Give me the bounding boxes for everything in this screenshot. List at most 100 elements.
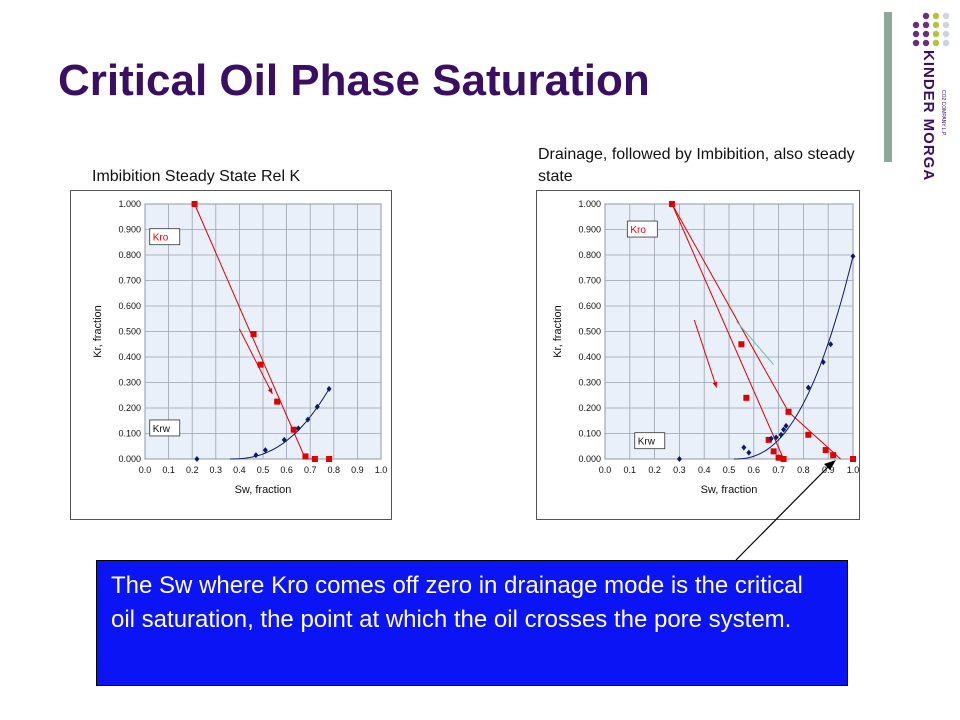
y-tick-label: 0.100 — [578, 429, 601, 439]
krw-point — [781, 426, 787, 433]
kinder-morgan-logo: KINDER MORGAN CO2 COMPANY L.P. — [912, 12, 950, 180]
krw-point — [676, 456, 682, 462]
y-tick-label: 0.600 — [578, 301, 601, 311]
slide-title: Critical Oil Phase Saturation — [58, 56, 650, 105]
annotation-arrowhead — [267, 387, 273, 394]
logo-dot — [922, 30, 930, 38]
x-tick-label: 0.9 — [822, 465, 835, 475]
annotation-arrow — [693, 319, 718, 388]
kro-point — [290, 426, 297, 433]
chart-imbibition: 0.0 0.1 0.2 0.3 0.4 0.5 0.6 0.7 0.8 0.9 1.0 0.000 0.… — [70, 190, 392, 520]
logo-dot — [942, 12, 950, 20]
y-tick-label: 0.800 — [118, 250, 141, 260]
y-tick-label: 0.800 — [578, 250, 601, 260]
logo-subtext: CO2 COMPANY L.P. — [940, 90, 946, 136]
krw-point — [778, 431, 784, 438]
legend-label: Kro — [630, 225, 646, 236]
logo-dot — [932, 21, 940, 29]
x-tick-label: 0.8 — [328, 465, 341, 475]
annotation-arrow — [238, 328, 273, 395]
logo-dot — [942, 39, 950, 47]
krw-point — [850, 253, 856, 260]
krw-point — [768, 435, 774, 442]
y-tick-label: 0.500 — [118, 327, 141, 337]
kro-point — [250, 331, 257, 338]
kro-point — [805, 431, 812, 438]
kro-point — [326, 456, 333, 462]
x-tick-label: 0.1 — [162, 465, 175, 475]
legend-box — [149, 419, 181, 437]
krw-point — [262, 447, 268, 454]
krw-point — [194, 456, 200, 462]
kro-point — [780, 456, 787, 462]
logo-dot — [922, 39, 930, 47]
krw-trend-curve — [734, 256, 854, 460]
kro-point — [765, 436, 772, 443]
y-tick-label: 0.900 — [578, 225, 601, 235]
annotation-line — [736, 320, 775, 365]
y-tick-label: 0.200 — [578, 403, 601, 413]
logo-dot — [922, 12, 930, 20]
y-tick-label: 0.000 — [578, 454, 601, 464]
y-tick-label: 0.100 — [118, 429, 141, 439]
krw-point — [305, 416, 311, 423]
legend-box — [149, 228, 181, 246]
x-tick-label: 0.4 — [698, 465, 711, 475]
kro-point — [738, 341, 745, 348]
kro-point — [257, 361, 264, 368]
legend-box — [626, 220, 658, 238]
y-tick-label: 0.000 — [118, 454, 141, 464]
y-tick-label: 0.700 — [118, 276, 141, 286]
kro-trend-line — [671, 203, 785, 460]
x-tick-label: 0.5 — [723, 465, 736, 475]
logo-dot — [932, 12, 940, 20]
x-tick-label: 0.0 — [139, 465, 152, 475]
y-tick-label: 1.000 — [118, 199, 141, 209]
kro-point — [668, 201, 675, 207]
kro-point — [822, 447, 829, 454]
krw-point — [741, 444, 747, 451]
x-tick-label: 0.7 — [772, 465, 785, 475]
x-tick-label: 0.3 — [673, 465, 686, 475]
kro-point — [311, 456, 318, 462]
x-tick-label: 0.8 — [797, 465, 810, 475]
y-tick-label: 0.400 — [118, 352, 141, 362]
chart-imbibition-svg: 0.0 0.1 0.2 0.3 0.4 0.5 0.6 0.7 0.8 0.9 1.0 0.000 0.… — [92, 199, 388, 496]
krw-point — [253, 452, 259, 459]
krw-point — [326, 385, 332, 392]
x-tick-label: 0.6 — [748, 465, 761, 475]
kro-point — [775, 454, 782, 461]
y-axis-label: Kr, fraction — [552, 305, 564, 358]
x-tick-label: 0.2 — [186, 465, 199, 475]
x-tick-label: 0.2 — [648, 465, 661, 475]
kro-point — [191, 201, 198, 207]
chart-1-caption: Imbibition Steady State Rel K — [92, 168, 301, 185]
y-tick-label: 0.300 — [118, 378, 141, 388]
y-tick-label: 0.700 — [578, 276, 601, 286]
x-tick-label: 0.3 — [210, 465, 223, 475]
legend-box — [634, 432, 666, 450]
y-tick-label: 0.300 — [578, 378, 601, 388]
x-tick-label: 0.7 — [304, 465, 317, 475]
krw-point — [828, 341, 834, 348]
x-tick-label: 0.9 — [351, 465, 364, 475]
kro-point — [770, 448, 777, 455]
krw-point — [281, 436, 287, 443]
kro-point — [743, 394, 750, 401]
logo-dot — [932, 39, 940, 47]
x-tick-label: 1.0 — [375, 465, 388, 475]
y-axis-label: Kr, fraction — [92, 305, 104, 358]
krw-point — [820, 359, 826, 366]
kro-point — [274, 398, 281, 405]
x-tick-label: 0.5 — [257, 465, 270, 475]
logo-text: KINDER MORGAN — [920, 50, 937, 180]
logo-divider — [884, 12, 892, 162]
y-tick-label: 0.900 — [118, 225, 141, 235]
x-tick-label: 0.6 — [280, 465, 293, 475]
logo-dot — [912, 21, 920, 29]
kro-trend-line — [788, 411, 841, 460]
krw-point — [295, 425, 301, 432]
logo-dot — [912, 30, 920, 38]
logo-dot — [912, 39, 920, 47]
x-tick-label: 0.0 — [599, 465, 612, 475]
